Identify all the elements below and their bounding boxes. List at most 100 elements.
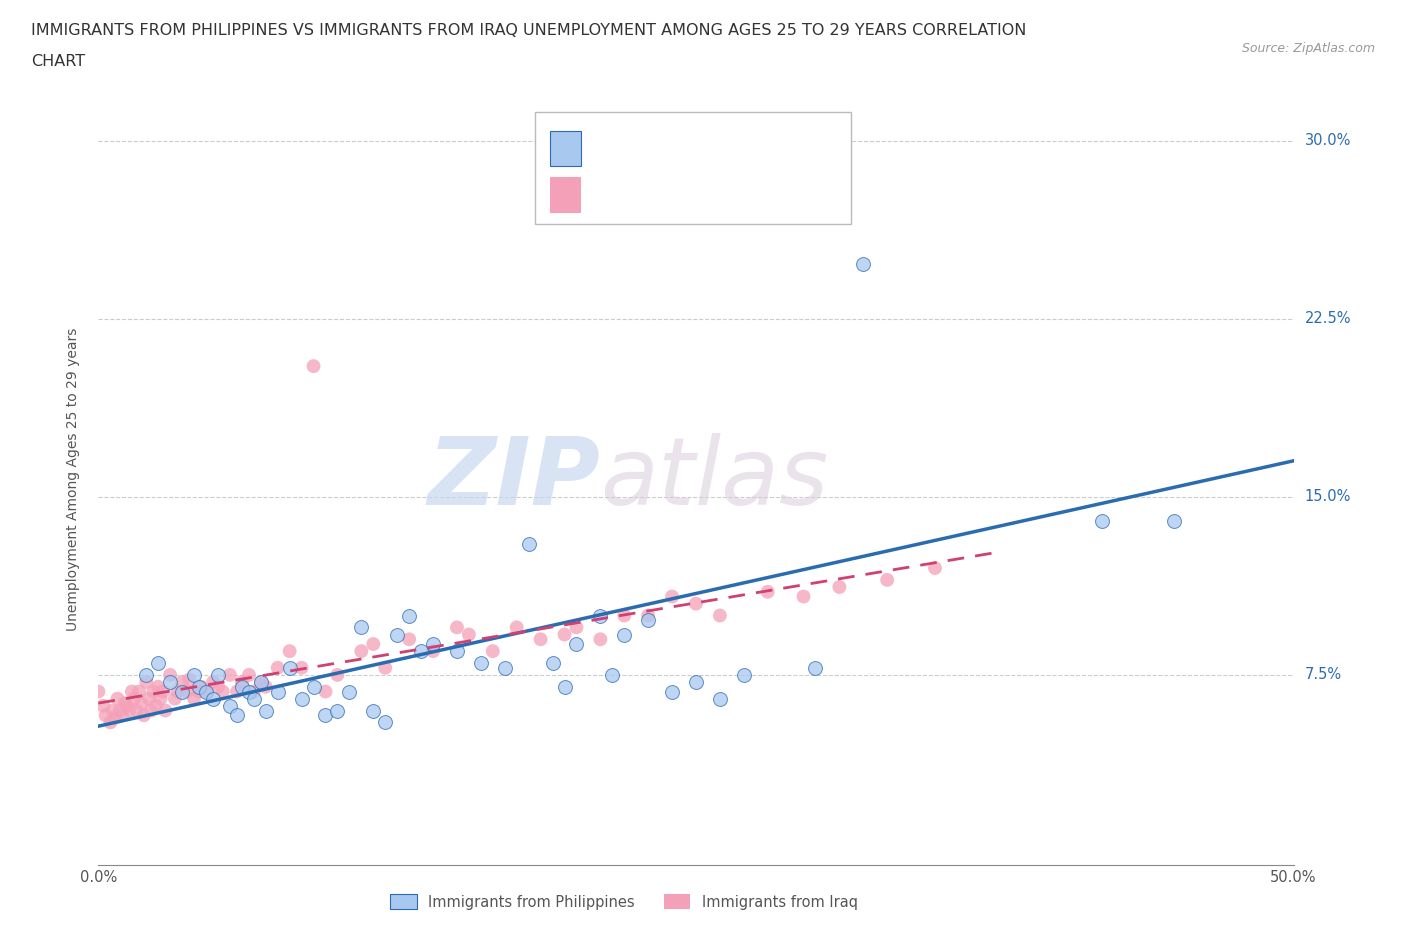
Point [374, 715, 396, 730]
Point [661, 589, 683, 604]
Point [924, 561, 946, 576]
Text: N = 76: N = 76 [725, 185, 792, 203]
Point [107, 691, 129, 706]
FancyBboxPatch shape [550, 177, 581, 213]
Point [828, 579, 851, 594]
Point [238, 668, 260, 683]
Point [87, 684, 110, 699]
Point [138, 691, 160, 706]
Point [398, 608, 420, 623]
Text: ZIP: ZIP [427, 433, 600, 525]
Point [793, 589, 815, 604]
Point [226, 708, 249, 723]
Point [254, 703, 277, 718]
Point [290, 660, 312, 675]
Point [94, 708, 117, 723]
Point [183, 691, 205, 706]
Point [166, 684, 188, 699]
Point [190, 679, 212, 694]
Point [613, 608, 636, 623]
Point [231, 679, 253, 694]
Point [637, 608, 659, 623]
Text: Source: ZipAtlas.com: Source: ZipAtlas.com [1241, 42, 1375, 55]
Point [756, 584, 779, 599]
Point [709, 608, 731, 623]
Point [278, 644, 301, 658]
Point [194, 684, 217, 699]
Point [111, 708, 134, 723]
Point [118, 703, 141, 718]
Point [613, 627, 636, 642]
Point [187, 684, 209, 699]
Point [685, 596, 707, 611]
Point [589, 631, 612, 646]
Point [315, 684, 337, 699]
Point [398, 631, 420, 646]
Point [554, 679, 576, 694]
Point [114, 696, 136, 711]
Point [219, 668, 242, 683]
Point [302, 359, 325, 374]
Text: R =  0.288: R = 0.288 [591, 139, 692, 157]
Point [135, 668, 157, 683]
Point [131, 696, 153, 711]
Point [207, 679, 229, 694]
Point [219, 698, 242, 713]
Point [176, 684, 198, 699]
Point [1163, 513, 1185, 528]
Point [470, 656, 492, 671]
Point [91, 698, 114, 713]
Point [250, 674, 273, 689]
Point [315, 708, 337, 723]
Point [565, 636, 588, 651]
FancyBboxPatch shape [534, 113, 851, 224]
Text: 30.0%: 30.0% [1305, 133, 1351, 148]
Point [145, 698, 167, 713]
Point [132, 708, 155, 723]
Point [163, 691, 186, 706]
Point [135, 674, 157, 689]
Point [139, 703, 162, 718]
Point [207, 668, 229, 683]
Point [374, 660, 396, 675]
Point [142, 684, 165, 699]
Point [541, 656, 564, 671]
Point [152, 684, 174, 699]
Point [337, 684, 360, 699]
Point [183, 668, 205, 683]
Text: atlas: atlas [600, 433, 828, 525]
Point [852, 257, 875, 272]
Point [661, 684, 683, 699]
Point [172, 674, 194, 689]
Point [363, 703, 385, 718]
Point [243, 684, 266, 699]
Point [876, 573, 898, 588]
Point [756, 205, 779, 219]
Point [565, 620, 588, 635]
Point [159, 668, 181, 683]
Point [506, 620, 529, 635]
Point [385, 627, 409, 642]
Text: IMMIGRANTS FROM PHILIPPINES VS IMMIGRANTS FROM IRAQ UNEMPLOYMENT AMONG AGES 25 T: IMMIGRANTS FROM PHILIPPINES VS IMMIGRANT… [31, 23, 1026, 38]
Point [231, 674, 253, 689]
Point [250, 674, 273, 689]
Point [254, 679, 277, 694]
Point [446, 644, 468, 658]
Point [517, 537, 540, 551]
Point [179, 672, 201, 687]
Text: CHART: CHART [31, 54, 84, 69]
Point [709, 691, 731, 706]
Point [494, 660, 516, 675]
Text: 15.0%: 15.0% [1305, 489, 1351, 504]
Point [411, 644, 433, 658]
Point [172, 684, 194, 699]
Point [350, 644, 373, 658]
Point [278, 660, 301, 675]
Point [302, 679, 325, 694]
Point [121, 684, 143, 699]
Point [1091, 513, 1114, 528]
Point [115, 698, 138, 713]
Point [326, 703, 349, 718]
Point [148, 679, 170, 694]
Point [733, 668, 755, 683]
